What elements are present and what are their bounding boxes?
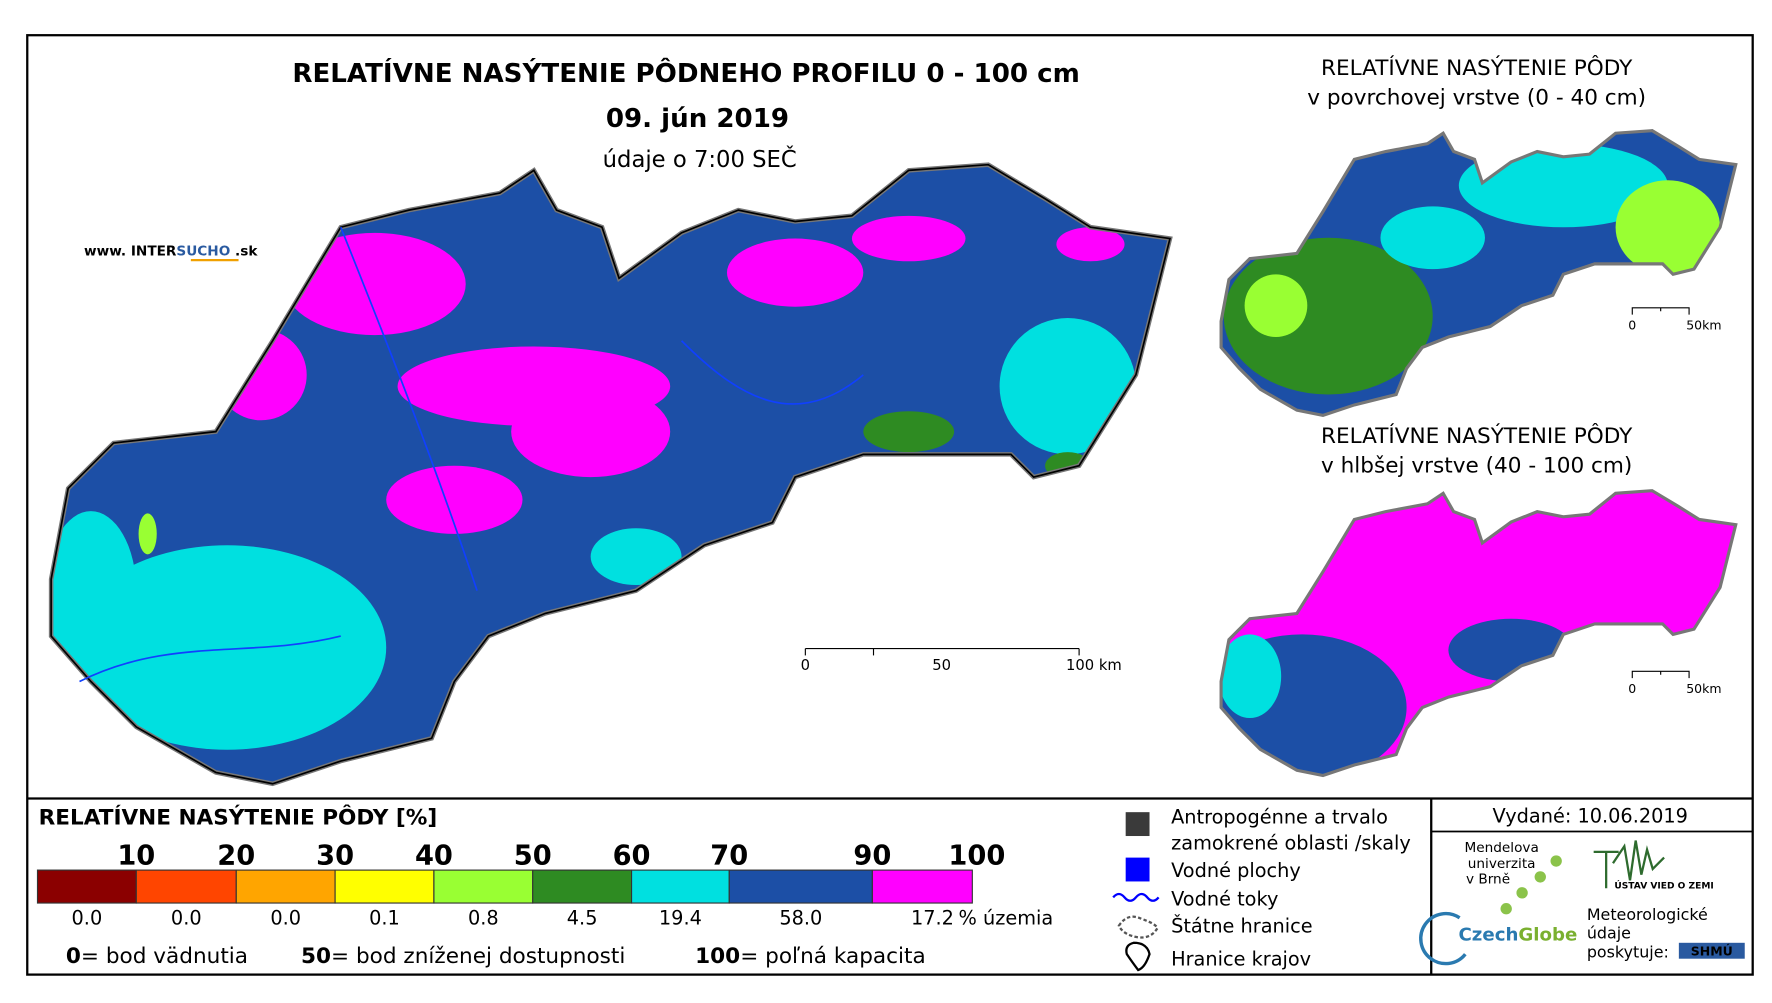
legend-share: 17.2% územia xyxy=(911,907,1053,930)
legend-share-value: 17.2 xyxy=(911,907,954,930)
legend-threshold: 20 xyxy=(217,840,255,871)
definition-text: = bod vädnutia xyxy=(81,944,248,969)
symbol-label: Štátne hranice xyxy=(1171,914,1313,938)
legend-definition: 50= bod zníženej dostupnosti xyxy=(301,944,625,969)
symbol-state-border xyxy=(1117,915,1159,939)
symbol-water-area xyxy=(1125,857,1150,882)
legend-swatch xyxy=(433,869,534,904)
legend-threshold: 30 xyxy=(316,840,354,871)
legend-share: 0.0 xyxy=(270,907,301,930)
legend-threshold: 60 xyxy=(613,840,651,871)
legend-threshold: 90 xyxy=(853,840,891,871)
logo-text: Meteorologické xyxy=(1587,905,1708,924)
logos: Mendelova univerzita v Brně CzechGlobe Ú… xyxy=(1419,840,1745,966)
website: www. INTERSUCHO .sk xyxy=(84,244,258,260)
legend-definition: 100= poľná kapacita xyxy=(695,944,926,969)
legend-swatch xyxy=(871,869,973,904)
legend-share-unit: % územia xyxy=(959,907,1054,930)
scale-label: 100 km xyxy=(1066,657,1122,674)
legend-share: 58.0 xyxy=(779,907,822,930)
legend-threshold: 40 xyxy=(415,840,453,871)
definition-text: = bod zníženej dostupnosti xyxy=(331,944,625,969)
date: 09. jún 2019 xyxy=(606,104,789,134)
scale-label: 0 xyxy=(1628,317,1636,332)
legend-swatch xyxy=(135,869,237,904)
legend-swatch xyxy=(728,869,873,904)
legend-swatch xyxy=(532,869,633,904)
scale-label: 50km xyxy=(1686,317,1721,332)
legend-swatch xyxy=(334,869,435,904)
time-note: údaje o 7:00 SEČ xyxy=(603,145,797,173)
symbol-region-border xyxy=(1125,941,1151,972)
inset-scale xyxy=(1631,307,1690,679)
legend-share: 0.0 xyxy=(171,907,202,930)
definition-value: 0 xyxy=(66,944,81,969)
inset-title: v povrchovej vrstve (0 - 40 cm) xyxy=(1307,86,1646,111)
legend-swatch xyxy=(36,869,137,904)
symbol-label: zamokrené oblasti /skaly xyxy=(1171,832,1411,855)
logo-text: v Brně xyxy=(1466,872,1510,888)
logo-text: SHMÚ xyxy=(1691,943,1733,958)
scale-label: 0 xyxy=(1628,681,1636,696)
logo-text: Mendelova xyxy=(1464,840,1538,856)
definition-value: 50 xyxy=(301,944,331,969)
legend-share: 19.4 xyxy=(659,907,702,930)
title: RELATÍVNE NASÝTENIE PÔDNEHO PROFILU 0 - … xyxy=(292,57,1079,89)
inset-title: RELATÍVNE NASÝTENIE PÔDY xyxy=(1321,423,1633,449)
legend-threshold: 50 xyxy=(514,840,552,871)
symbol-label: Vodné toky xyxy=(1171,887,1278,910)
legend-threshold: 100 xyxy=(948,840,1005,871)
symbol-label: Vodné plochy xyxy=(1171,859,1301,882)
scale-label: 0 xyxy=(801,657,810,674)
legend-share: 4.5 xyxy=(567,907,598,930)
legend-share: 0.8 xyxy=(468,907,499,930)
logo-text: poskytuje: xyxy=(1587,943,1669,962)
legend-threshold: 70 xyxy=(710,840,748,871)
legend-definition: 0= bod vädnutia xyxy=(66,944,248,969)
legend-share: 0.0 xyxy=(72,907,103,930)
definition-text: = poľná kapacita xyxy=(740,944,926,969)
symbol-anthropogenic xyxy=(1125,812,1150,837)
legend-title: RELATÍVNE NASÝTENIE PÔDY [%] xyxy=(39,805,438,831)
inset-title: RELATÍVNE NASÝTENIE PÔDY xyxy=(1321,55,1633,81)
definition-value: 100 xyxy=(695,944,740,969)
legend-share: 0.1 xyxy=(369,907,400,930)
legend-swatch xyxy=(630,869,730,904)
legend-swatch xyxy=(235,869,336,904)
logo-text: údaje xyxy=(1587,923,1631,942)
legend-threshold: 10 xyxy=(117,840,155,871)
logo-text: univerzita xyxy=(1468,856,1536,872)
scale-label: 50 xyxy=(932,657,951,674)
logo-text: CzechGlobe xyxy=(1458,925,1577,946)
issued: Vydané: 10.06.2019 xyxy=(1493,804,1688,827)
symbol-stream xyxy=(1112,892,1160,902)
scale-label: 50km xyxy=(1686,681,1721,696)
logo-text: ÚSTAV VIED O ZEMI xyxy=(1614,879,1713,891)
symbol-label: Hranice krajov xyxy=(1171,948,1311,971)
inset-title: v hlbšej vrstve (40 - 100 cm) xyxy=(1321,454,1632,479)
symbol-label: Antropogénne a trvalo xyxy=(1171,806,1388,829)
